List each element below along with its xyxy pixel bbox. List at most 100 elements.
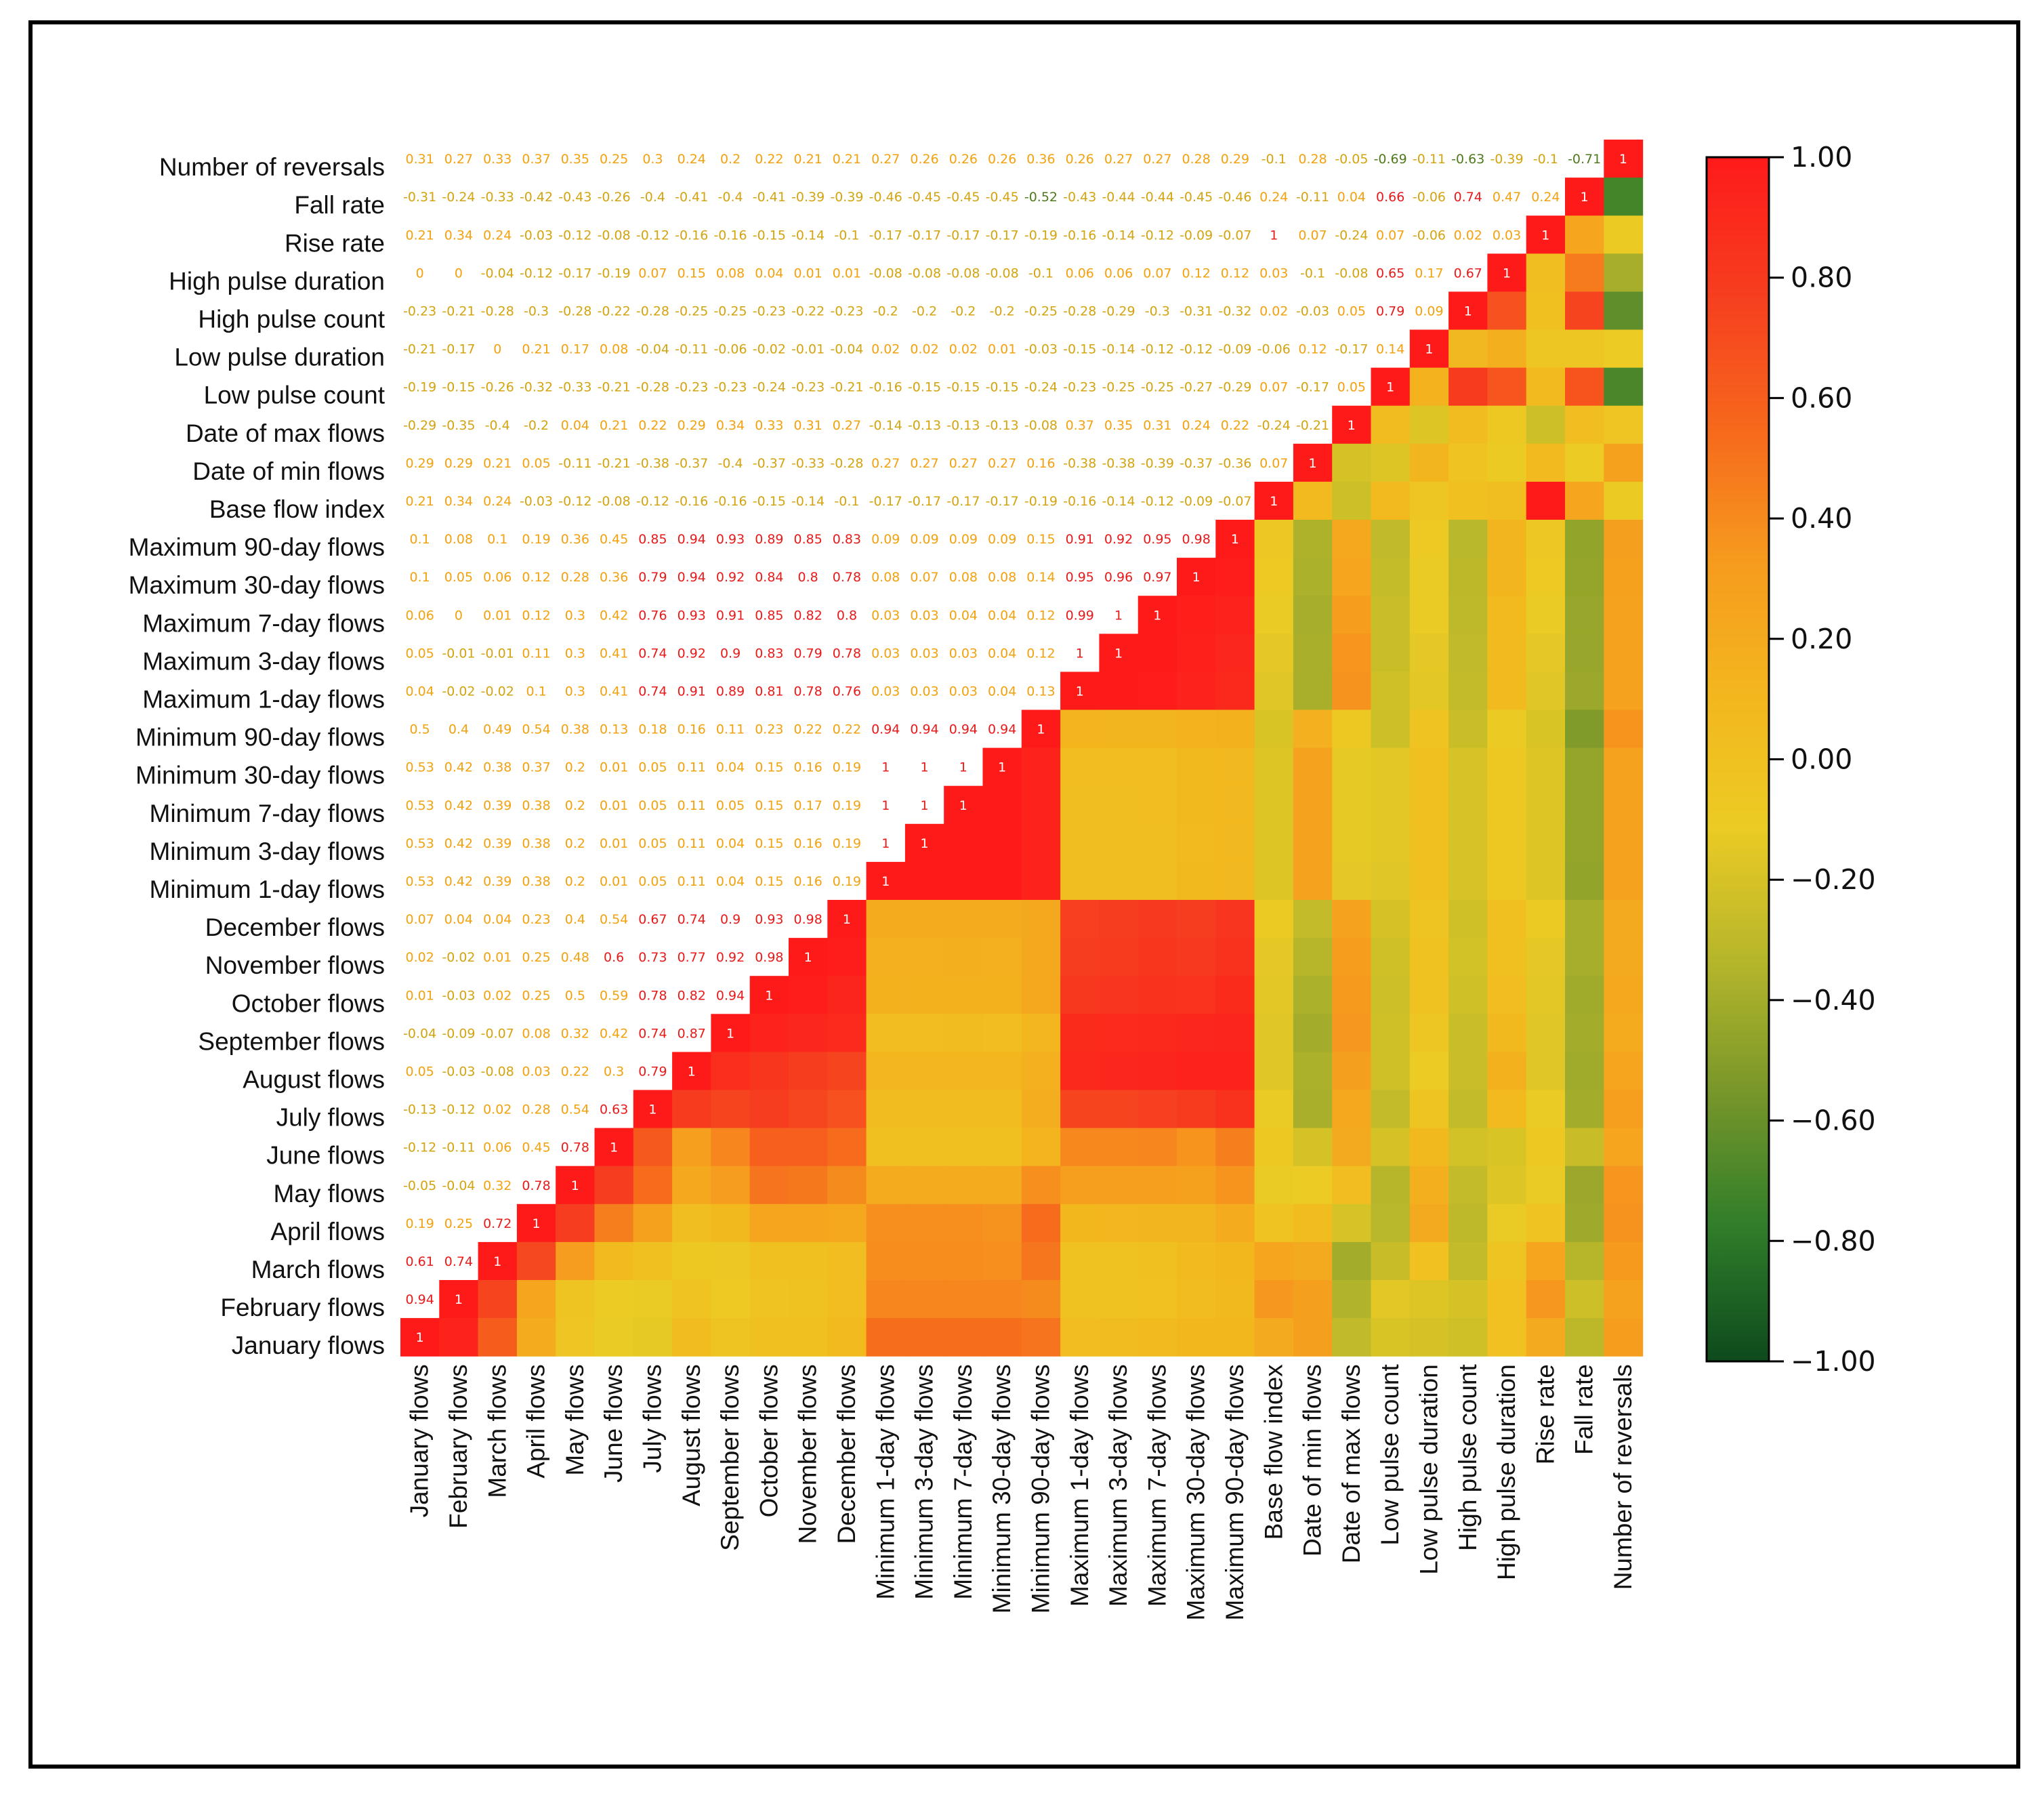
cell-value-label: 0.85 (755, 608, 783, 623)
heatmap-cell (1565, 215, 1604, 254)
colorbar-tick-label: −0.80 (1791, 1224, 1876, 1257)
cell-value-label: 0.29 (1221, 152, 1249, 167)
cell-value-label: -0.14 (869, 418, 902, 433)
heatmap-cell (944, 1203, 984, 1243)
heatmap-cell (556, 1241, 596, 1281)
heatmap-cell (1371, 443, 1411, 482)
heatmap-cell (827, 1166, 867, 1205)
heatmap-cell (439, 1318, 479, 1357)
heatmap-cell (1604, 520, 1644, 558)
cell-value-label: 0.24 (483, 494, 512, 509)
heatmap-cell (1526, 1203, 1566, 1243)
cell-value-label: -0.28 (1063, 304, 1096, 318)
cell-value-label: -0.22 (598, 304, 631, 318)
cell-value-label: 0.09 (949, 532, 978, 547)
cell-value-label: 0.76 (638, 608, 667, 623)
heatmap-cell (1487, 291, 1527, 331)
cell-value-label: -0.17 (986, 228, 1019, 243)
heatmap-cell (749, 976, 789, 1014)
row-label: March flows (251, 1256, 385, 1283)
cell-value-label: -0.28 (558, 304, 591, 318)
cell-value-label: 0.19 (833, 798, 861, 813)
heatmap-cell (556, 1318, 596, 1357)
cell-value-label: 0.65 (1376, 266, 1404, 281)
cell-value-label: 0.91 (677, 684, 706, 699)
heatmap-cell (1332, 634, 1372, 672)
cell-value-label: 1 (1464, 304, 1472, 318)
cell-value-label: 0.98 (793, 912, 822, 927)
heatmap-cell (982, 1166, 1022, 1205)
heatmap-cell (827, 976, 867, 1014)
heatmap-cell (1371, 634, 1411, 672)
cell-value-label: 0.29 (405, 456, 434, 471)
cell-value-label: 0.8 (798, 570, 818, 585)
heatmap-cell (478, 1280, 518, 1319)
cell-value-label: -0.23 (830, 304, 863, 318)
heatmap-cell (1565, 1241, 1604, 1281)
heatmap-cell (1526, 596, 1566, 634)
cell-value-label: -0.08 (598, 228, 631, 243)
cell-value-label: -0.21 (1296, 418, 1329, 433)
cell-value-label: 0.31 (1143, 418, 1171, 433)
cell-value-label: -0.32 (520, 380, 553, 395)
heatmap-cell (1332, 709, 1372, 749)
row-label: Number of reversals (159, 153, 385, 181)
cell-value-label: 1 (1192, 570, 1201, 585)
cell-value-label: -0.23 (1063, 380, 1096, 395)
heatmap-cell (1215, 1014, 1255, 1052)
cell-value-label: 0.05 (1337, 380, 1366, 395)
cell-value-label: -0.01 (442, 646, 475, 661)
cell-value-label: -0.04 (830, 342, 863, 357)
cell-value-label: 0.42 (444, 836, 473, 851)
cell-value-label: 0.21 (405, 228, 434, 243)
heatmap-cell (1448, 976, 1488, 1014)
heatmap-cell (1099, 823, 1139, 863)
heatmap-cell (1099, 634, 1139, 672)
heatmap-cell (1371, 1280, 1411, 1319)
cell-value-label: -0.16 (675, 228, 708, 243)
heatmap-cell (1604, 405, 1644, 445)
cell-value-label: 0.79 (638, 570, 667, 585)
heatmap-cell (1293, 1052, 1333, 1091)
cell-value-label: -0.19 (403, 380, 436, 395)
cell-value-label: 0.41 (600, 684, 628, 699)
heatmap-cell (982, 1318, 1022, 1357)
cell-value-label: 1 (610, 1140, 618, 1155)
heatmap-cell (827, 1052, 867, 1091)
heatmap-cell (1060, 1280, 1100, 1319)
heatmap-cell (866, 938, 906, 976)
heatmap-cell (1487, 1014, 1527, 1052)
heatmap-cell (1371, 558, 1411, 596)
heatmap-cell (1177, 596, 1216, 634)
cell-value-label: 1 (455, 1292, 463, 1307)
cell-value-label: 1 (1114, 646, 1123, 661)
heatmap-cell (1604, 938, 1644, 976)
heatmap-cell (516, 1318, 556, 1357)
heatmap-cell (1099, 747, 1139, 787)
cell-value-label: -0.14 (1102, 494, 1135, 509)
cell-value-label: -0.17 (558, 266, 591, 281)
cell-value-label: 1 (1348, 418, 1356, 433)
cell-value-label: 1 (416, 1330, 424, 1345)
heatmap-cell (1448, 481, 1488, 520)
heatmap-cell (711, 1014, 751, 1052)
heatmap-cell (1526, 1241, 1566, 1281)
row-label: Rise rate (285, 229, 385, 257)
cell-value-label: 0.08 (949, 570, 978, 585)
cell-value-label: -0.07 (481, 1026, 514, 1041)
cell-value-label: 0.12 (522, 570, 550, 585)
heatmap-cell (1099, 672, 1139, 711)
cell-value-label: -0.1 (1533, 152, 1558, 167)
cell-value-label: 0.66 (1376, 190, 1404, 205)
heatmap-cell (1177, 558, 1216, 596)
cell-value-label: 0.9 (720, 912, 741, 927)
cell-value-label: 0.53 (405, 874, 434, 889)
heatmap-cell (1409, 709, 1449, 749)
cell-value-label: 0.37 (522, 760, 550, 775)
cell-value-label: 0.19 (833, 836, 861, 851)
cell-value-label: 0.12 (522, 608, 550, 623)
heatmap-cell (1604, 747, 1644, 787)
cell-value-label: 0.08 (988, 570, 1016, 585)
heatmap-cell (1060, 900, 1100, 939)
heatmap-cell (1138, 938, 1177, 976)
